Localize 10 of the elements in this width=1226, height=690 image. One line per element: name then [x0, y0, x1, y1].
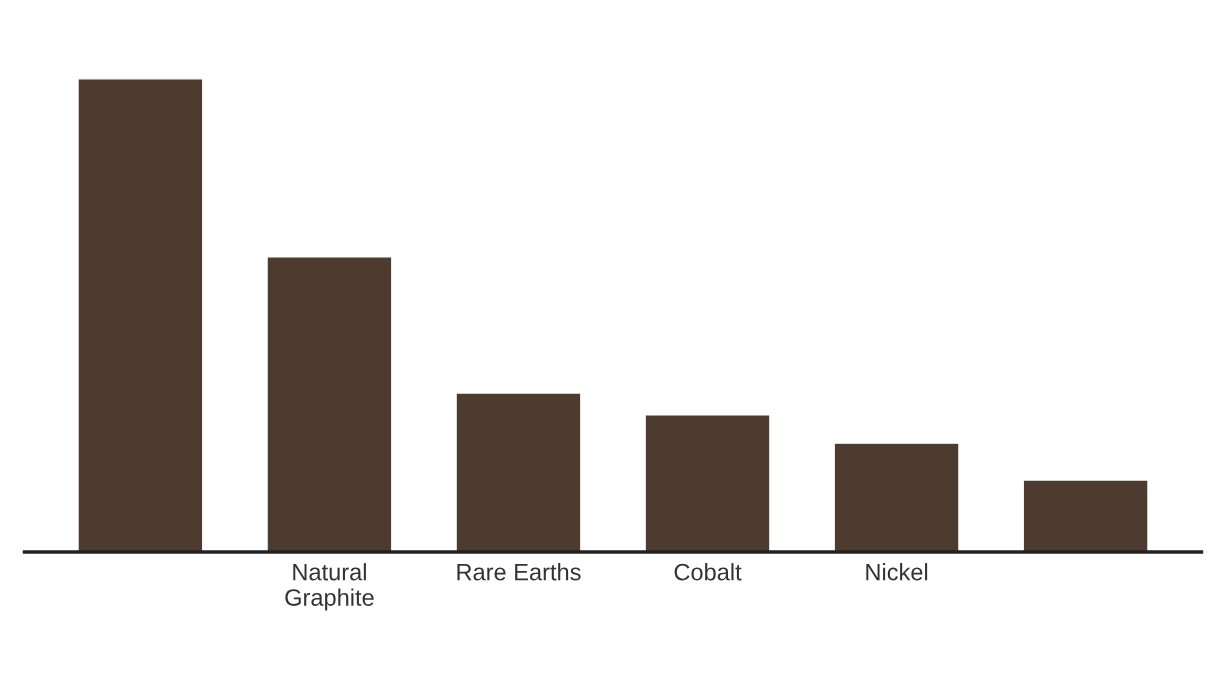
x-tick-label: Nickel [866, 563, 928, 581]
bar [455, 392, 582, 552]
bar [833, 442, 960, 552]
x-tick-label: Natural Graphite [285, 563, 374, 611]
bar [266, 256, 393, 552]
x-tick-label: Rare Earths [457, 563, 581, 581]
bar [644, 414, 771, 552]
bar [77, 78, 204, 552]
x-tick-label: Cobalt [674, 563, 742, 581]
bar [1022, 479, 1149, 552]
